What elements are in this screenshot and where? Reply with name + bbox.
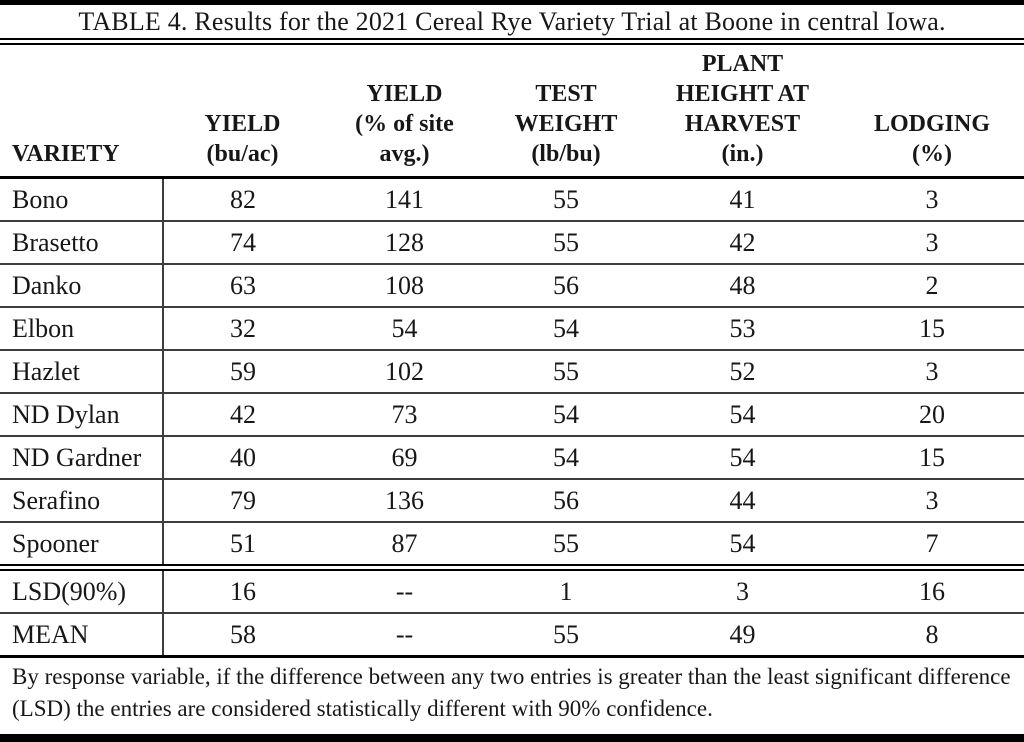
table-row: ND Dylan 42 73 54 54 20: [0, 392, 1024, 436]
yield-cell: 59: [163, 349, 322, 393]
plant-height-cell: 41: [729, 184, 756, 214]
table-row: Serafino 79 136 56 44 3: [0, 478, 1024, 522]
variety-cell: Elbon: [0, 306, 164, 350]
yield-pct-cell: 73: [322, 392, 487, 436]
bottom-rule: [0, 734, 1024, 742]
yield-cell: 82: [230, 184, 256, 214]
lodging-cell: 3: [840, 349, 1024, 393]
yield-cell: 58: [163, 612, 322, 657]
col-header-plant-height: PLANT HEIGHT AT HARVEST (in.): [645, 45, 840, 179]
plant-height-cell: 42: [645, 220, 840, 264]
test-weight-cell: 56: [487, 263, 645, 307]
yield-pct-cell: 136: [322, 478, 487, 522]
lodging-cell: 16: [840, 564, 1024, 613]
plant-height-cell: 52: [645, 349, 840, 393]
variety-cell: Bono: [0, 177, 164, 221]
lodging-cell: 3: [925, 184, 939, 214]
col-header-test-weight: TEST WEIGHT (lb/bu): [487, 45, 645, 179]
variety-cell: ND Gardner: [0, 435, 164, 479]
variety-cell: Hazlet: [0, 349, 164, 393]
yield-pct-cell: 54: [322, 306, 487, 350]
plant-height-cell: 49: [645, 612, 840, 657]
variety-cell: Spooner: [0, 521, 164, 568]
table-header: VARIETY YIELD (bu/ac) YIELD (% of site a…: [0, 45, 1024, 179]
table-row: Danko 63 108 56 48 2: [0, 263, 1024, 307]
test-weight-cell: 54: [487, 306, 645, 350]
plant-height-cell: 53: [645, 306, 840, 350]
yield-pct-cell: --: [322, 564, 487, 613]
yield-cell: 32: [163, 306, 322, 350]
table-row: ND Gardner 40 69 54 54 15: [0, 435, 1024, 479]
table-row: Hazlet 59 102 55 52 3: [0, 349, 1024, 393]
table-summary: LSD(90%) 16 -- 1 3 16 MEAN 58 -- 55 49 8: [0, 564, 1024, 657]
lodging-cell: 8: [840, 612, 1024, 657]
yield-cell: 42: [163, 392, 322, 436]
variety-cell: Serafino: [0, 478, 164, 522]
mean-row: MEAN 58 -- 55 49 8: [0, 612, 1024, 657]
lodging-cell: 15: [840, 435, 1024, 479]
table-row: Bono 82 141 55 41 3: [0, 177, 1024, 221]
variety-cell: Brasetto: [0, 220, 164, 264]
test-weight-cell: 55: [487, 612, 645, 657]
test-weight-cell: 55: [487, 220, 645, 264]
lodging-cell: 7: [840, 521, 1024, 568]
col-header-yield: YIELD (bu/ac): [163, 45, 322, 179]
table-title: TABLE 4. Results for the 2021 Cereal Rye…: [0, 5, 1024, 45]
test-weight-cell: 55: [487, 521, 645, 568]
yield-cell: 51: [163, 521, 322, 568]
test-weight-cell: 55: [487, 349, 645, 393]
variety-cell: MEAN: [0, 612, 164, 657]
yield-pct-cell: 141: [385, 184, 424, 214]
table-footnote: By response variable, if the difference …: [12, 664, 1011, 721]
yield-cell: 74: [163, 220, 322, 264]
yield-pct-cell: 69: [322, 435, 487, 479]
col-header-yield-pct: YIELD (% of site avg.): [322, 45, 487, 179]
table-row: Elbon 32 54 54 53 15: [0, 306, 1024, 350]
plant-height-cell: 54: [645, 435, 840, 479]
yield-pct-cell: 108: [322, 263, 487, 307]
yield-pct-cell: 87: [322, 521, 487, 568]
plant-height-cell: 54: [645, 392, 840, 436]
variety-cell: ND Dylan: [0, 392, 164, 436]
yield-cell: 16: [163, 564, 322, 613]
plant-height-cell: 44: [645, 478, 840, 522]
yield-cell: 63: [163, 263, 322, 307]
yield-pct-cell: 128: [322, 220, 487, 264]
lodging-cell: 15: [840, 306, 1024, 350]
lodging-cell: 20: [840, 392, 1024, 436]
plant-height-cell: 54: [645, 521, 840, 568]
col-header-lodging: LODGING (%): [840, 45, 1024, 179]
table-row: Brasetto 74 128 55 42 3: [0, 220, 1024, 264]
yield-pct-cell: --: [322, 612, 487, 657]
test-weight-cell: 1: [487, 564, 645, 613]
plant-height-cell: 3: [645, 564, 840, 613]
table-row: Spooner 51 87 55 54 7: [0, 521, 1024, 568]
lodging-cell: 3: [840, 220, 1024, 264]
yield-cell: 79: [163, 478, 322, 522]
variety-cell: Danko: [0, 263, 164, 307]
table-body: Bono 82 141 55 41 3 Brasetto 74 128 55 4…: [0, 177, 1024, 568]
header-row: VARIETY YIELD (bu/ac) YIELD (% of site a…: [0, 45, 1024, 179]
variety-trial-table: VARIETY YIELD (bu/ac) YIELD (% of site a…: [0, 45, 1024, 658]
test-weight-cell: 56: [487, 478, 645, 522]
col-header-variety: VARIETY: [0, 45, 163, 179]
yield-cell: 40: [163, 435, 322, 479]
lodging-cell: 2: [840, 263, 1024, 307]
lodging-cell: 3: [840, 478, 1024, 522]
test-weight-cell: 54: [487, 435, 645, 479]
test-weight-cell: 55: [553, 184, 579, 214]
lsd-row: LSD(90%) 16 -- 1 3 16: [0, 564, 1024, 613]
test-weight-cell: 54: [487, 392, 645, 436]
plant-height-cell: 48: [645, 263, 840, 307]
variety-cell: LSD(90%): [0, 564, 164, 613]
yield-pct-cell: 102: [322, 349, 487, 393]
